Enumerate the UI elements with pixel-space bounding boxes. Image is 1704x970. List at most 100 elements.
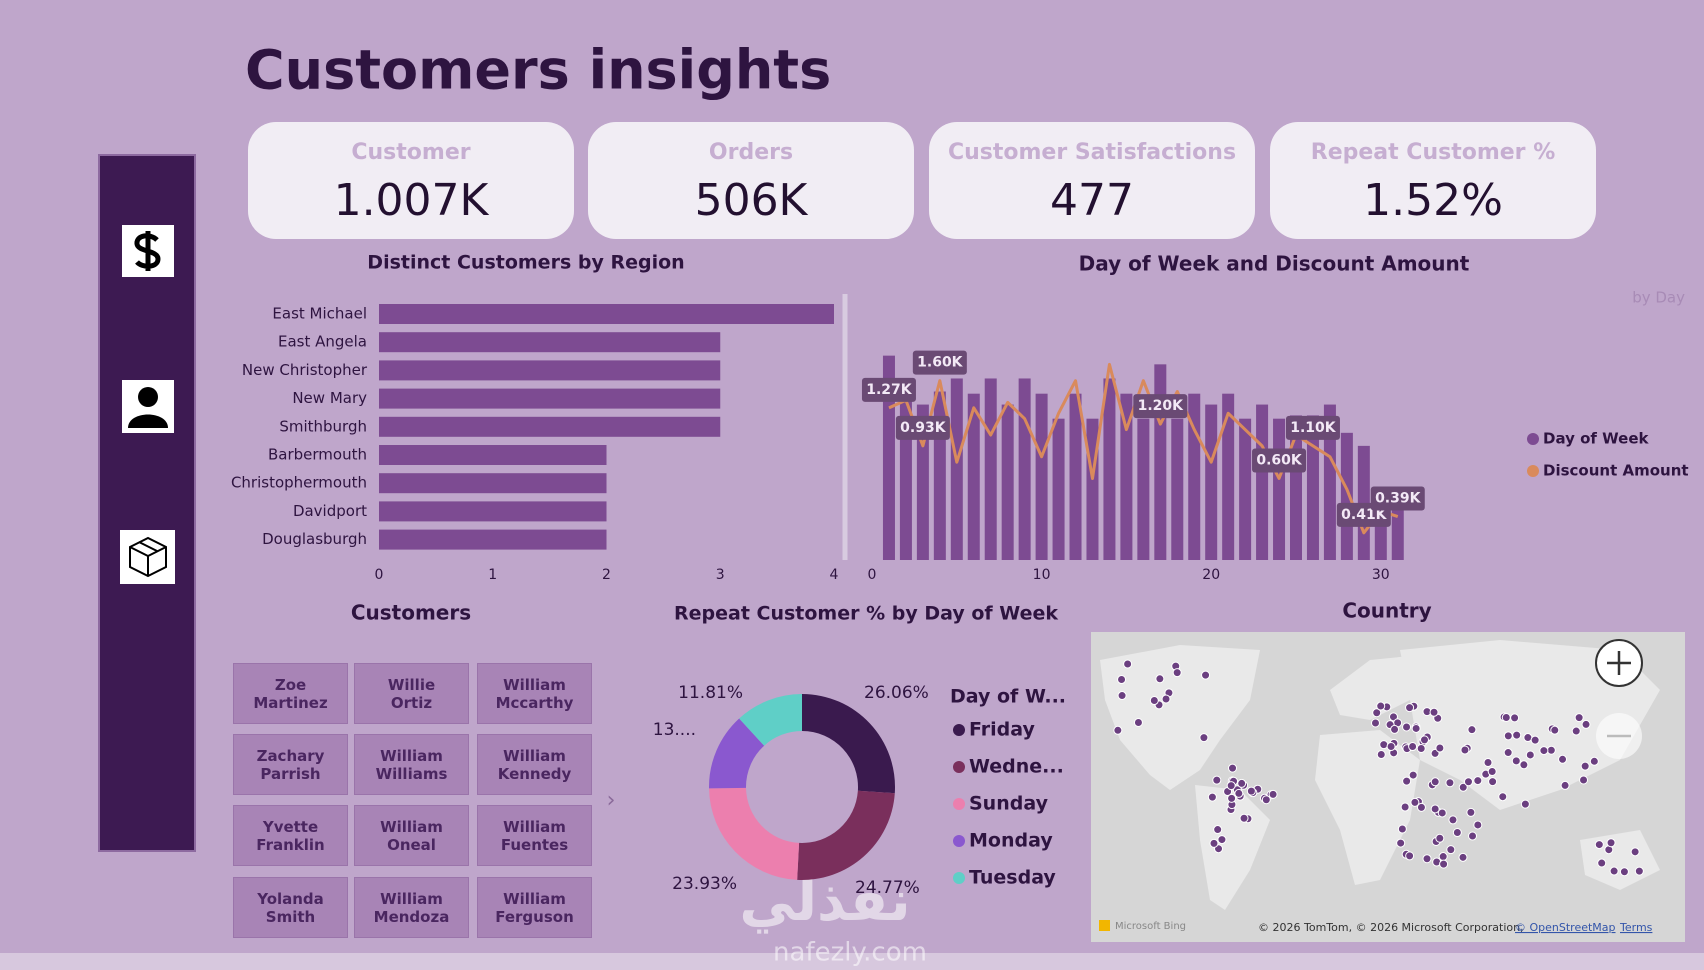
bar bbox=[1273, 418, 1286, 560]
customer-cell[interactable]: William Kennedy bbox=[477, 734, 592, 795]
donut-slice bbox=[797, 790, 895, 880]
bar bbox=[379, 416, 721, 437]
map-point bbox=[1594, 840, 1604, 850]
map-osm-link[interactable]: © OpenStreetMap bbox=[1515, 921, 1616, 934]
map-point bbox=[1439, 859, 1449, 869]
map-point bbox=[1149, 696, 1159, 706]
customer-cell[interactable]: Yvette Franklin bbox=[233, 805, 348, 866]
map-point bbox=[1155, 674, 1165, 684]
map-point bbox=[1405, 703, 1415, 713]
y-tick-label: Christophermouth bbox=[231, 474, 367, 492]
map-point bbox=[1422, 854, 1432, 864]
bar bbox=[379, 501, 607, 522]
donut-slice bbox=[709, 718, 765, 789]
map-point bbox=[1405, 851, 1415, 861]
next-page-arrow[interactable]: › bbox=[607, 788, 616, 813]
bar bbox=[1171, 418, 1184, 560]
map-point bbox=[1435, 743, 1445, 753]
customer-cell[interactable]: William Mendoza bbox=[354, 877, 469, 938]
map-point bbox=[1463, 777, 1473, 787]
bar bbox=[1001, 404, 1014, 560]
data-label: 26.06% bbox=[864, 683, 929, 703]
map-point bbox=[1133, 718, 1143, 728]
bar bbox=[1120, 393, 1133, 560]
bar bbox=[379, 360, 721, 381]
chart-title: Distinct Customers by Region bbox=[367, 252, 684, 274]
kpi-card: Orders 506K bbox=[588, 122, 914, 239]
page-title: Customers insights bbox=[245, 39, 831, 102]
customer-cell[interactable]: William Ferguson bbox=[477, 877, 592, 938]
map-point bbox=[1416, 743, 1426, 753]
map-point bbox=[1237, 778, 1247, 788]
map-point bbox=[1581, 719, 1591, 729]
map-point bbox=[1574, 713, 1584, 723]
map-point bbox=[1117, 675, 1127, 685]
zoom-out[interactable] bbox=[1596, 713, 1642, 759]
bar bbox=[379, 529, 607, 550]
legend-label: Sunday bbox=[969, 793, 1049, 815]
annotation-label: 1.10K bbox=[1290, 420, 1337, 436]
map-point bbox=[1213, 825, 1223, 835]
map-point bbox=[1400, 802, 1410, 812]
map-point bbox=[1376, 750, 1386, 760]
customer-cell[interactable]: William Oneal bbox=[354, 805, 469, 866]
kpi-label: Customer bbox=[351, 140, 471, 165]
customer-cell[interactable]: William Mccarthy bbox=[477, 663, 592, 724]
legend-marker bbox=[953, 872, 965, 884]
nav-person[interactable] bbox=[122, 380, 174, 433]
nav-box[interactable] bbox=[120, 530, 175, 584]
bar bbox=[379, 388, 721, 409]
map-point bbox=[1207, 792, 1217, 802]
legend-marker bbox=[1527, 465, 1539, 477]
map-point bbox=[1396, 838, 1406, 848]
bar bbox=[1306, 415, 1319, 560]
zoom-in[interactable] bbox=[1595, 639, 1643, 687]
map-point bbox=[1503, 731, 1513, 741]
x-tick-label: 3 bbox=[716, 567, 725, 583]
customer-cell[interactable]: William Fuentes bbox=[477, 805, 592, 866]
map-point bbox=[1458, 852, 1468, 862]
map-point bbox=[1261, 795, 1271, 805]
map-point bbox=[1411, 723, 1421, 733]
x-tick-label: 20 bbox=[1202, 567, 1220, 583]
kpi-value: 1.52% bbox=[1363, 175, 1503, 226]
y-tick-label: Davidport bbox=[293, 502, 367, 520]
map-point bbox=[1511, 756, 1521, 766]
map-point bbox=[1530, 735, 1540, 745]
legend-label: Friday bbox=[969, 719, 1035, 741]
nav-dollar[interactable] bbox=[122, 225, 174, 277]
map-point bbox=[1239, 813, 1249, 823]
donut-slice bbox=[739, 694, 802, 746]
bar bbox=[1154, 364, 1167, 560]
map-point bbox=[1217, 835, 1227, 845]
bar bbox=[379, 473, 607, 494]
map-point bbox=[1510, 713, 1520, 723]
map-point bbox=[1525, 750, 1535, 760]
map-point bbox=[1487, 767, 1497, 777]
bar bbox=[379, 304, 834, 324]
map-point bbox=[1416, 802, 1426, 812]
map-point bbox=[1370, 718, 1380, 728]
map-brand: Microsoft Bing bbox=[1115, 921, 1186, 932]
map-point bbox=[1520, 799, 1530, 809]
map-point bbox=[1446, 845, 1456, 855]
map-point bbox=[1539, 746, 1549, 756]
legend-marker bbox=[953, 835, 965, 847]
map-terms-link[interactable]: Terms bbox=[1619, 921, 1653, 934]
customer-cell[interactable]: Yolanda Smith bbox=[233, 877, 348, 938]
legend-marker bbox=[953, 761, 965, 773]
customer-cell[interactable]: William Williams bbox=[354, 734, 469, 795]
annotation-label: 0.41K bbox=[1341, 507, 1388, 523]
customer-cell[interactable]: Willie Ortiz bbox=[354, 663, 469, 724]
kpi-value: 1.007K bbox=[333, 175, 489, 226]
map-point bbox=[1227, 793, 1237, 803]
map-point bbox=[1234, 788, 1244, 798]
map-point bbox=[1546, 745, 1556, 755]
customer-cell[interactable]: Zachary Parrish bbox=[233, 734, 348, 795]
customer-cell[interactable]: Zoe Martinez bbox=[233, 663, 348, 724]
map-point bbox=[1212, 775, 1222, 785]
map-point bbox=[1390, 724, 1400, 734]
map-point bbox=[1473, 820, 1483, 830]
map-point bbox=[1452, 828, 1462, 838]
map-point bbox=[1430, 777, 1440, 787]
